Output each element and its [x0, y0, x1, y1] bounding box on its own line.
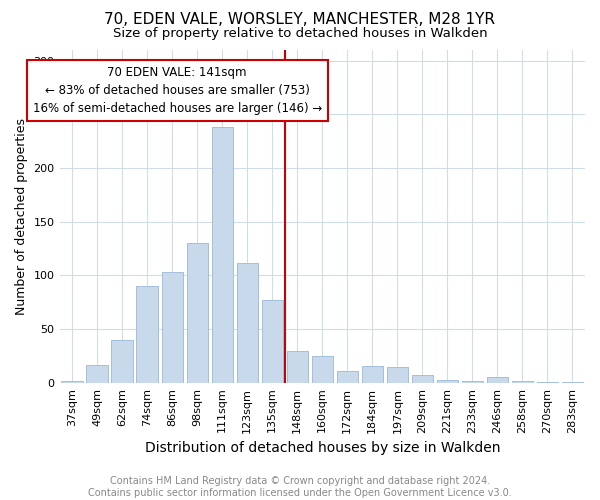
Text: Contains HM Land Registry data © Crown copyright and database right 2024.
Contai: Contains HM Land Registry data © Crown c…	[88, 476, 512, 498]
Bar	[187, 243, 208, 383]
Bar	[86, 364, 108, 383]
X-axis label: Distribution of detached houses by size in Walkden: Distribution of detached houses by size …	[145, 441, 500, 455]
Bar	[287, 350, 308, 383]
Bar	[236, 262, 258, 383]
Bar	[362, 366, 383, 383]
Bar	[112, 340, 133, 383]
Bar	[562, 382, 583, 383]
Bar	[161, 272, 183, 383]
Bar	[136, 286, 158, 383]
Bar	[212, 128, 233, 383]
Bar	[412, 376, 433, 383]
Bar	[487, 378, 508, 383]
Bar	[61, 380, 83, 383]
Bar	[337, 371, 358, 383]
Bar	[262, 300, 283, 383]
Bar	[387, 366, 408, 383]
Y-axis label: Number of detached properties: Number of detached properties	[15, 118, 28, 315]
Bar	[311, 356, 333, 383]
Bar	[437, 380, 458, 383]
Text: 70 EDEN VALE: 141sqm
← 83% of detached houses are smaller (753)
16% of semi-deta: 70 EDEN VALE: 141sqm ← 83% of detached h…	[32, 66, 322, 115]
Bar	[537, 382, 558, 383]
Text: 70, EDEN VALE, WORSLEY, MANCHESTER, M28 1YR: 70, EDEN VALE, WORSLEY, MANCHESTER, M28 …	[104, 12, 496, 28]
Text: Size of property relative to detached houses in Walkden: Size of property relative to detached ho…	[113, 28, 487, 40]
Bar	[512, 380, 533, 383]
Bar	[462, 380, 483, 383]
